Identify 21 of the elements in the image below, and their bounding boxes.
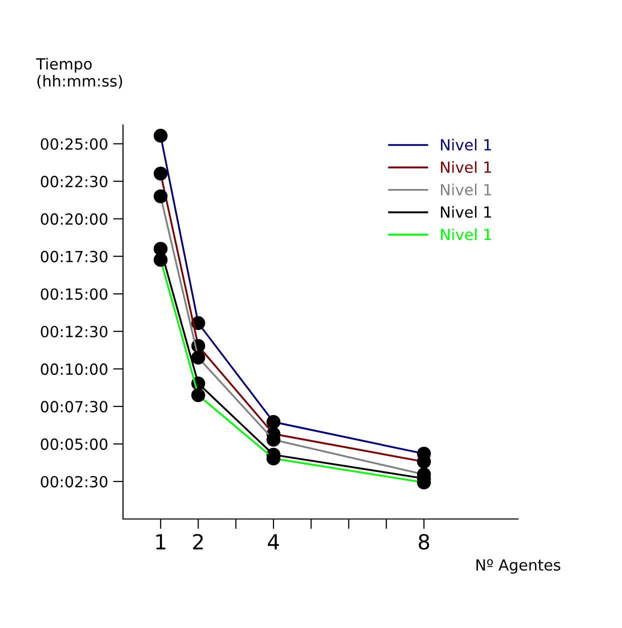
y-tick-label: 00:07:30 [40,400,108,412]
x-tick-label: 1 [156,534,166,550]
y-tick-label: 00:25:00 [40,138,108,150]
y-tick-label: 00:17:30 [40,250,108,262]
x-tick-label: 8 [418,534,430,550]
y-tick-label: 00:22:30 [40,176,108,188]
y-tick-label: 00:15:00 [40,288,108,300]
legend-label: Nivel 1 [440,184,491,196]
legend-label: Nivel 1 [440,228,491,240]
y-tick-label: 00:20:00 [40,213,108,225]
legend-label: Nivel 1 [440,138,491,151]
y-tick-label: 00:10:00 [40,363,108,375]
x-tick-label: 2 [193,534,203,550]
legend-label: Nivel 1 [440,161,491,173]
y-tick-label: 00:05:00 [40,438,108,450]
legend-label: Nivel 1 [440,206,491,218]
y-axis-title: Tiempo (hh:mm:ss) [36,58,122,89]
x-axis-title: Nº Agentes [476,559,560,574]
x-tick-label: 4 [268,534,279,550]
y-tick-label: 00:12:30 [40,326,108,338]
y-tick-label: 00:02:30 [40,476,108,488]
